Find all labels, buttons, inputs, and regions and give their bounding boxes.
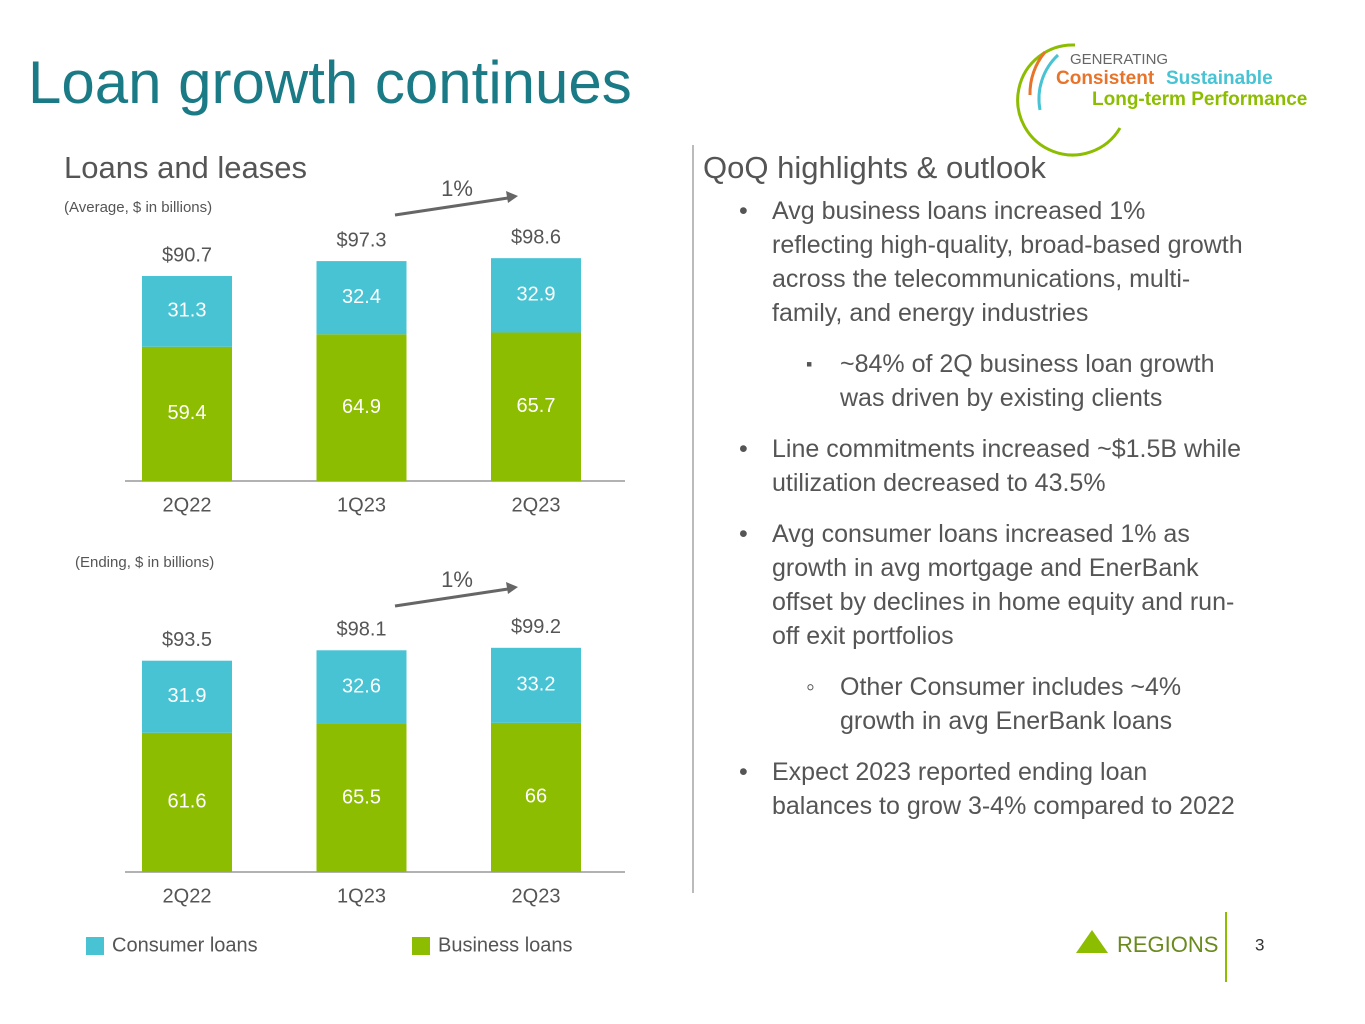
bullet: Avg consumer loans increased 1% as growt…: [739, 517, 1247, 738]
total-label: $98.6: [511, 226, 561, 248]
growth-arrow: [394, 196, 509, 217]
x-tick-label: 2Q23: [512, 494, 561, 516]
brand-icon: [1076, 930, 1108, 953]
total-label: $90.7: [162, 244, 212, 266]
bullet: Line commitments increased ~$1.5B while …: [739, 432, 1247, 500]
growth-label: 1%: [441, 176, 473, 201]
bar-segment: [491, 647, 581, 723]
legend-label: Business loans: [438, 934, 573, 956]
bullet-text: Avg consumer loans increased 1% as growt…: [772, 520, 1235, 650]
x-tick-label: 1Q23: [337, 494, 386, 516]
x-tick-label: 2Q22: [163, 885, 212, 907]
heading: QoQ highlights & outlook: [703, 150, 1046, 185]
segment-label: 32.9: [517, 284, 556, 306]
segment-label: 31.3: [168, 300, 207, 322]
segment-label: 33.2: [517, 674, 556, 696]
bullet: Expect 2023 reported ending loan balance…: [739, 755, 1247, 823]
bar-segment: [142, 732, 232, 872]
segment-label: 59.4: [168, 402, 207, 424]
logo-text: Consistent: [1056, 68, 1155, 89]
logo-text: GENERATING: [1070, 51, 1168, 68]
bar-segment: [316, 334, 407, 481]
bar-segment: [316, 650, 407, 724]
growth-arrow: [394, 587, 509, 608]
bar-segment: [316, 723, 407, 872]
legend-swatch: [86, 937, 104, 955]
segment-label: 65.5: [342, 786, 381, 808]
bar-segment: [491, 722, 581, 872]
bar-segment: [491, 332, 581, 481]
arrow-head: [506, 582, 518, 594]
bar-segment: [142, 660, 232, 733]
bar-segment: [491, 258, 581, 333]
total-label: $97.3: [336, 229, 386, 251]
segment-label: 61.6: [168, 791, 207, 813]
segment-label: 65.7: [517, 395, 556, 417]
sub-bullet: Other Consumer includes ~4% growth in av…: [806, 670, 1240, 738]
page-number: 3: [1255, 935, 1264, 954]
legend-swatch: [412, 937, 430, 955]
logo-text: Long-term Performance: [1092, 89, 1307, 110]
segment-label: 31.9: [168, 685, 207, 707]
chart-note: (Ending, $ in billions): [75, 554, 214, 571]
total-label: $93.5: [162, 629, 212, 651]
growth-label: 1%: [441, 567, 473, 592]
sub-bullet: ~84% of 2Q business loan growth was driv…: [806, 347, 1240, 415]
bar-segment: [316, 261, 407, 335]
segment-label: 32.6: [342, 675, 381, 697]
highlights: QoQ highlights & outlook Avg business lo…: [703, 150, 1263, 840]
bar-segment: [142, 276, 232, 347]
legend-label: Consumer loans: [112, 934, 258, 956]
title: Loan growth continues: [28, 49, 632, 116]
chart-subtitle: Loans and leases: [64, 150, 307, 185]
bullet-text: Avg business loans increased 1% reflecti…: [772, 197, 1243, 327]
total-label: $98.1: [336, 619, 386, 641]
bullet: Avg business loans increased 1% reflecti…: [739, 194, 1247, 415]
x-tick-label: 2Q23: [512, 885, 561, 907]
arrow-head: [506, 191, 518, 203]
bar-segment: [142, 346, 232, 481]
bullet-list: Avg business loans increased 1% reflecti…: [703, 194, 1263, 823]
x-tick-label: 1Q23: [337, 885, 386, 907]
segment-label: 66: [525, 786, 547, 808]
logo: GENERATING Consistent Sustainable Long-t…: [1016, 43, 1307, 157]
brand: REGIONS: [1117, 932, 1218, 957]
total-label: $99.2: [511, 616, 561, 638]
x-tick-label: 2Q22: [163, 494, 212, 516]
segment-label: 64.9: [342, 396, 381, 418]
logo-arc: [1028, 51, 1047, 96]
logo-text: Sustainable: [1166, 68, 1273, 89]
segment-label: 32.4: [342, 286, 381, 308]
logo-arc: [1037, 53, 1060, 111]
chart-note: (Average, $ in billions): [64, 199, 212, 216]
